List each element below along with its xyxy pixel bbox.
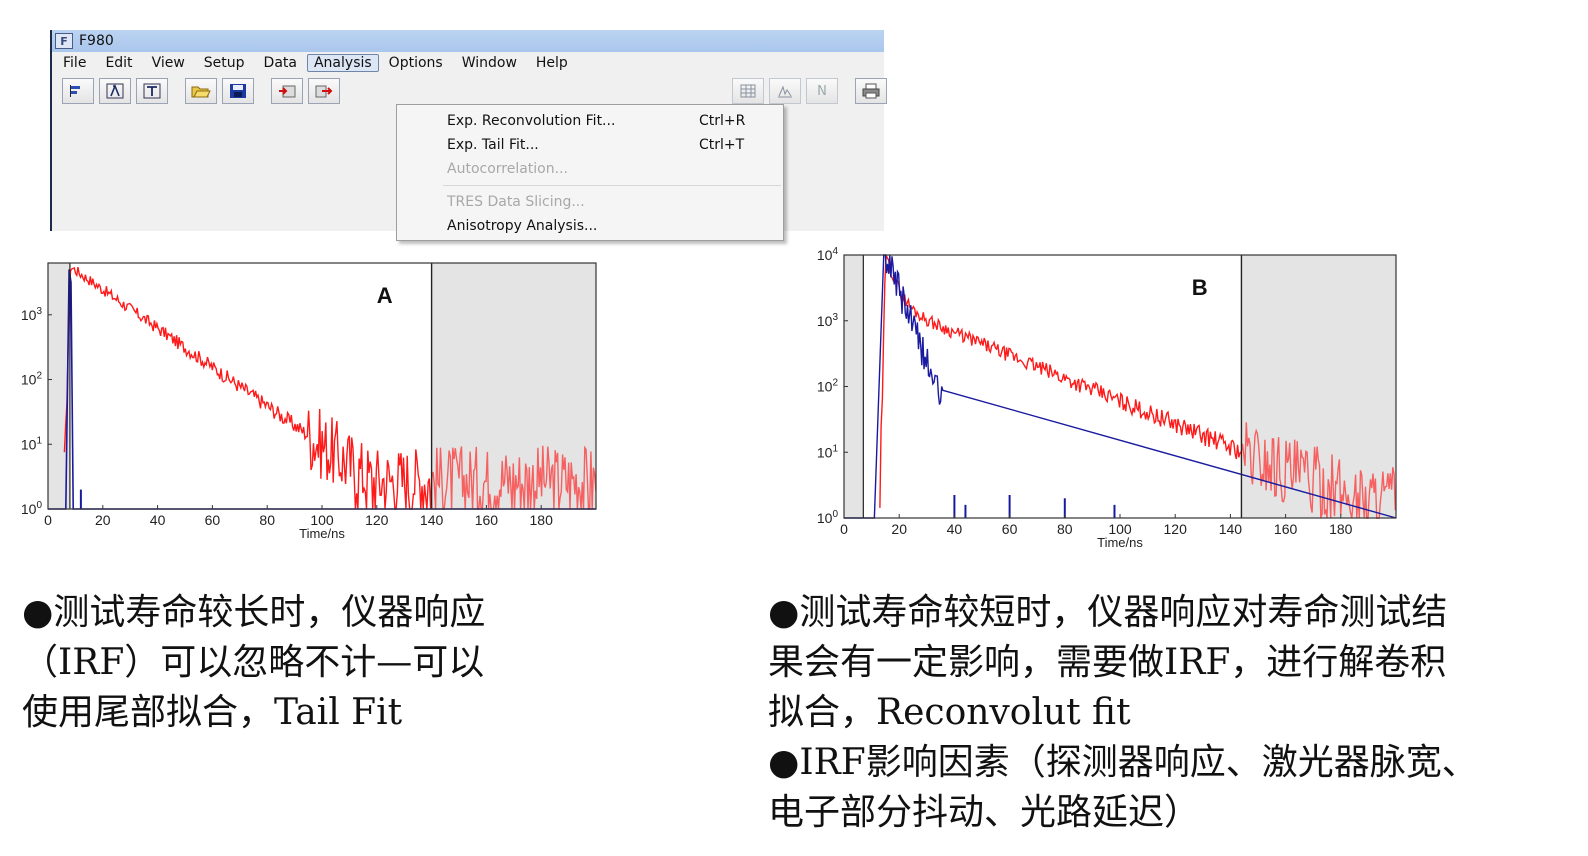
text-b-line-4: ●IRF影响因素（探测器响应、激光器脉宽、 bbox=[768, 742, 1478, 783]
peak-icon[interactable] bbox=[769, 78, 801, 104]
grid-icon[interactable] bbox=[732, 78, 764, 104]
import-icon[interactable] bbox=[271, 78, 303, 104]
y-tick-label: 102 bbox=[21, 371, 43, 388]
text-a-line-3: 使用尾部拟合，Tail Fit bbox=[22, 692, 403, 733]
text-a-line-1: ●测试寿命较长时，仪器响应 bbox=[22, 592, 486, 633]
text-b-line-1: ●测试寿命较短时，仪器响应对寿命测试结 bbox=[768, 592, 1448, 633]
y-tick-label: 103 bbox=[21, 306, 43, 323]
menu-edit[interactable]: Edit bbox=[105, 55, 133, 71]
x-tick-label: 0 bbox=[840, 521, 848, 537]
x-axis-label: Time/ns bbox=[299, 526, 345, 541]
y-tick-label: 101 bbox=[817, 443, 839, 460]
x-tick-label: 60 bbox=[205, 512, 221, 528]
app-icon: F bbox=[55, 33, 73, 49]
text-a-line-2: （IRF）可以忽略不计—可以 bbox=[22, 642, 485, 683]
export-icon[interactable] bbox=[308, 78, 340, 104]
menu-data[interactable]: Data bbox=[263, 55, 297, 71]
x-axis-label: Time/ns bbox=[1097, 535, 1143, 550]
text-b-line-3: 拟合，Reconvolut fit bbox=[768, 692, 1131, 733]
panel-label: B bbox=[1192, 275, 1208, 300]
text-b-line-2: 果会有一定影响，需要做IRF，进行解卷积 bbox=[768, 642, 1447, 683]
y-tick-label: 102 bbox=[817, 378, 839, 395]
x-tick-label: 100 bbox=[310, 512, 334, 528]
x-tick-label: 120 bbox=[365, 512, 389, 528]
menu-options[interactable]: Options bbox=[388, 55, 443, 71]
panel-label: A bbox=[377, 283, 393, 308]
lambda-icon[interactable] bbox=[99, 78, 131, 104]
menu-item-anisotropy-analysis[interactable]: Anisotropy Analysis... bbox=[397, 214, 783, 238]
menu-view[interactable]: View bbox=[151, 55, 185, 71]
menu-item-label: Autocorrelation... bbox=[447, 161, 568, 177]
menu-window[interactable]: Window bbox=[461, 55, 517, 71]
text-block-a: ●测试寿命较长时，仪器响应 （IRF）可以忽略不计—可以 使用尾部拟合，Tail… bbox=[22, 588, 582, 738]
x-tick-label: 120 bbox=[1164, 521, 1188, 537]
x-tick-label: 0 bbox=[44, 512, 52, 528]
x-tick-label: 60 bbox=[1002, 521, 1018, 537]
menu-separator bbox=[443, 185, 781, 186]
menu-bar: File Edit View Setup Data Analysis Optio… bbox=[52, 52, 884, 74]
toolbar: N bbox=[52, 74, 887, 108]
text-block-b: ●测试寿命较短时，仪器响应对寿命测试结 果会有一定影响，需要做IRF，进行解卷积… bbox=[768, 588, 1578, 838]
x-tick-label: 100 bbox=[1108, 521, 1132, 537]
x-tick-label: 180 bbox=[530, 512, 554, 528]
chart-b-reconvolution-fit: 0 20 40 60 80 100 120 140 160 180Time/ns100101102… bbox=[817, 246, 1397, 550]
chart-a-tail-fit: 0 20 40 60 80 100 120 140 160 180Time/ns100101102… bbox=[21, 262, 597, 541]
x-tick-label: 80 bbox=[259, 512, 275, 528]
title-bar: F F980 bbox=[52, 30, 884, 52]
menu-item-tail-fit[interactable]: Exp. Tail Fit... Ctrl+T bbox=[397, 133, 783, 157]
menu-item-label: Exp. Reconvolution Fit... bbox=[447, 113, 616, 129]
x-tick-label: 20 bbox=[891, 521, 907, 537]
x-tick-label: 140 bbox=[420, 512, 444, 528]
menu-item-tres-data-slicing[interactable]: TRES Data Slicing... bbox=[397, 190, 783, 214]
x-tick-label: 80 bbox=[1057, 521, 1073, 537]
app-window: F F980 File Edit View Setup Data Analysi… bbox=[50, 30, 887, 241]
n-icon[interactable]: N bbox=[806, 78, 838, 104]
menu-setup[interactable]: Setup bbox=[203, 55, 245, 71]
open-folder-icon[interactable] bbox=[185, 78, 217, 104]
print-icon[interactable] bbox=[855, 78, 887, 104]
menu-item-label: Anisotropy Analysis... bbox=[447, 218, 598, 234]
decay-curve bbox=[879, 254, 1396, 519]
y-tick-label: 103 bbox=[817, 312, 839, 329]
decay-curve bbox=[63, 266, 597, 510]
menu-item-label: Exp. Tail Fit... bbox=[447, 137, 539, 153]
excluded-overlay bbox=[431, 263, 596, 509]
x-tick-label: 160 bbox=[475, 512, 499, 528]
menu-item-shortcut: Ctrl+R bbox=[699, 113, 746, 129]
menu-analysis[interactable]: Analysis bbox=[306, 54, 379, 72]
x-tick-label: 160 bbox=[1274, 521, 1298, 537]
y-tick-label: 104 bbox=[817, 246, 839, 263]
irf-curve bbox=[844, 254, 1397, 519]
x-tick-label: 40 bbox=[150, 512, 166, 528]
menu-item-reconvolution-fit[interactable]: Exp. Reconvolution Fit... Ctrl+R bbox=[397, 109, 783, 133]
menu-item-shortcut: Ctrl+T bbox=[699, 137, 745, 153]
analysis-dropdown-menu: Exp. Reconvolution Fit... Ctrl+R Exp. Ta… bbox=[396, 104, 784, 241]
y-tick-label: 100 bbox=[21, 500, 43, 517]
x-tick-label: 140 bbox=[1219, 521, 1243, 537]
x-tick-label: 40 bbox=[947, 521, 963, 537]
y-tick-label: 101 bbox=[21, 435, 43, 452]
x-tick-label: 20 bbox=[95, 512, 111, 528]
x-tick-label: 180 bbox=[1329, 521, 1353, 537]
text-b-line-5: 电子部分抖动、光路延迟） bbox=[768, 792, 1201, 833]
menu-item-autocorrelation[interactable]: Autocorrelation... bbox=[397, 157, 783, 181]
window-title: F980 bbox=[79, 33, 114, 49]
tau-icon[interactable] bbox=[136, 78, 168, 104]
bar-chart-icon[interactable] bbox=[62, 78, 94, 104]
menu-item-label: TRES Data Slicing... bbox=[447, 194, 585, 210]
save-icon[interactable] bbox=[222, 78, 254, 104]
y-tick-label: 100 bbox=[817, 509, 839, 526]
excluded-region-left bbox=[844, 255, 864, 518]
menu-help[interactable]: Help bbox=[535, 55, 568, 71]
excluded-overlay bbox=[1241, 255, 1396, 518]
menu-file[interactable]: File bbox=[63, 55, 87, 71]
